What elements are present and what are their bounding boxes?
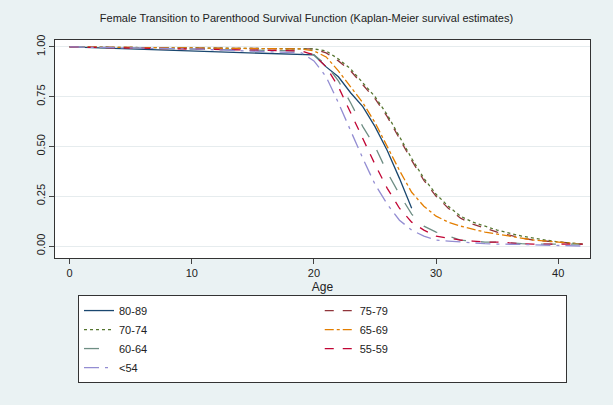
svg-text:10: 10 (186, 267, 198, 279)
svg-text:0.75: 0.75 (35, 84, 47, 105)
svg-text:0.50: 0.50 (35, 134, 47, 155)
svg-text:Age: Age (312, 280, 334, 294)
svg-text:0.00: 0.00 (35, 234, 47, 255)
svg-text:60-64: 60-64 (119, 343, 147, 355)
svg-text:40: 40 (552, 267, 564, 279)
svg-text:70-74: 70-74 (119, 324, 147, 336)
svg-text:0.25: 0.25 (35, 184, 47, 205)
svg-text:65-69: 65-69 (360, 324, 388, 336)
svg-text:20: 20 (308, 267, 320, 279)
svg-text:55-59: 55-59 (360, 343, 388, 355)
svg-text:30: 30 (430, 267, 442, 279)
svg-text:80-89: 80-89 (119, 305, 147, 317)
svg-text:0: 0 (67, 267, 73, 279)
svg-text:1.00: 1.00 (35, 35, 47, 56)
svg-text:Female Transition to Parenthoo: Female Transition to Parenthood Survival… (100, 12, 513, 24)
svg-text:<54: <54 (119, 362, 138, 374)
svg-text:75-79: 75-79 (360, 305, 388, 317)
